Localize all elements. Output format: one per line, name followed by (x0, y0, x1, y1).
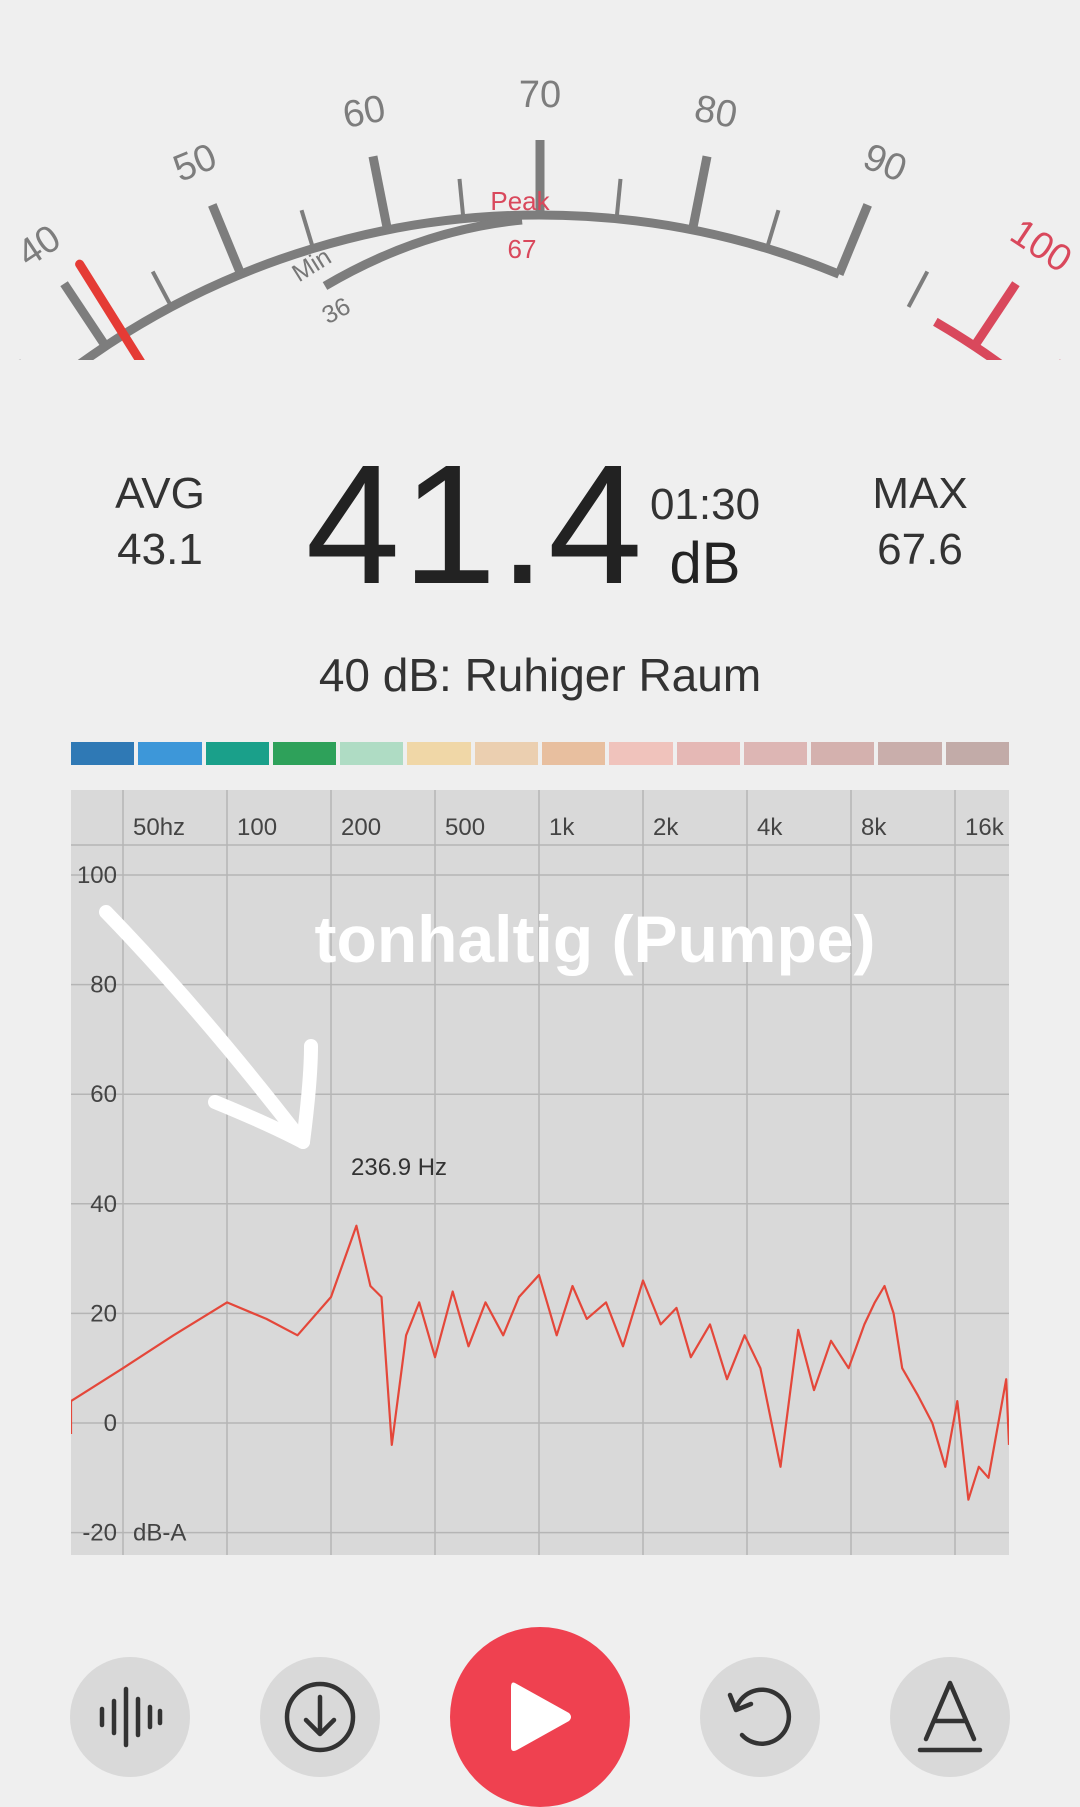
level-color-segment (474, 742, 538, 765)
max-value: 67.6 (877, 525, 963, 574)
level-color-segment (340, 742, 404, 765)
gauge-major-tick (970, 281, 1020, 349)
play-icon (511, 1682, 571, 1751)
frequency-tick-label: 50hz (133, 814, 185, 841)
gauge-scale-label: 40 (10, 217, 68, 275)
weighting-a-icon (917, 1680, 983, 1753)
frequency-tick-label: 8k (861, 814, 887, 841)
level-color-segment (407, 742, 471, 765)
gauge-peak-label: Peak (490, 186, 550, 216)
gauge-major-tick (688, 155, 712, 231)
level-color-segment (71, 742, 135, 765)
level-color-segment (609, 742, 673, 765)
frequency-tick-label: 4k (757, 814, 783, 841)
db-tick-label: 40 (90, 1191, 117, 1218)
peak-frequency-label: 236.9 Hz (351, 1154, 447, 1181)
gauge-scale-label: 50 (168, 136, 223, 191)
db-tick-label: 100 (77, 862, 117, 889)
weighting-button[interactable] (890, 1657, 1010, 1777)
frequency-tick-label: 1k (549, 814, 575, 841)
max-stat: MAX 67.6 (860, 468, 980, 580)
annotation-text: tonhaltig (Pumpe) (315, 902, 876, 976)
save-button[interactable] (260, 1657, 380, 1777)
gauge-minor-tick (150, 270, 174, 308)
frequency-tick-label: 2k (653, 814, 679, 841)
gauge-min-value: 36 (317, 292, 355, 330)
level-color-bar (71, 742, 1009, 765)
gauge-major-tick (368, 155, 392, 231)
gauge-major-tick (60, 281, 110, 349)
level-color-segment (811, 742, 875, 765)
level-color-segment (205, 742, 269, 765)
gauge-scale-label: 90 (857, 136, 912, 191)
gauge-inner-arc (322, 215, 523, 290)
reset-button[interactable] (700, 1657, 820, 1777)
frequency-tick-label: 16k (965, 814, 1005, 841)
level-color-segment (743, 742, 808, 765)
level-color-segment (878, 742, 942, 765)
waveform-button[interactable] (70, 1657, 190, 1777)
gauge-minor-tick (764, 209, 781, 250)
max-label: MAX (872, 469, 968, 518)
gauge-scale-label: 70 (519, 74, 561, 116)
db-tick-label: 80 (90, 972, 117, 999)
db-tick-label: -20 (82, 1520, 117, 1547)
gauge-needle (75, 259, 145, 360)
gauge-minor-tick (614, 178, 623, 219)
gauge-scale-label: 80 (691, 88, 741, 137)
average-label: AVG (115, 469, 205, 518)
gauge-scale-label: 100 (1003, 211, 1079, 281)
db-unit-label: dB-A (133, 1520, 186, 1547)
gauge-peak-value: 67 (508, 234, 537, 264)
gauge-major-tick (208, 203, 246, 276)
level-color-segment (676, 742, 740, 765)
level-color-segment (541, 742, 606, 765)
average-value: 43.1 (117, 525, 203, 574)
waveform-icon (99, 1686, 163, 1748)
elapsed-time: 01:30 (649, 480, 761, 529)
db-tick-label: 60 (90, 1081, 117, 1108)
db-unit: dB (669, 531, 741, 596)
annotation-arrow (99, 905, 318, 1149)
play-button[interactable] (450, 1627, 630, 1807)
gauge-major-tick (834, 203, 872, 276)
gauge-scale: 2030405060708090100110120 (10, 74, 1079, 360)
reset-icon (727, 1687, 792, 1746)
gauge-scale-label: 60 (339, 88, 389, 137)
frequency-tick-label: 100 (237, 814, 277, 841)
current-db-value: 41.4 (305, 430, 645, 620)
spectrum-line (71, 1224, 1009, 1501)
gauge-arc (77, 210, 841, 360)
gauge-minor-tick (299, 209, 316, 250)
average-stat: AVG 43.1 (100, 468, 220, 580)
frequency-tick-label: 200 (341, 814, 381, 841)
level-color-segment (272, 742, 337, 765)
db-tick-label: 20 (90, 1300, 117, 1327)
sound-level-gauge: 2030405060708090100110120 Min 36 Peak 67 (10, 74, 1079, 360)
gauge-minor-tick (457, 178, 466, 219)
level-description: 40 dB: Ruhiger Raum (318, 649, 762, 701)
level-color-segment (945, 742, 1009, 765)
frequency-tick-label: 500 (445, 814, 485, 841)
download-icon (284, 1681, 356, 1753)
gauge-arc (933, 317, 1003, 360)
db-tick-label: 0 (104, 1410, 117, 1437)
gauge-minor-tick (906, 270, 930, 308)
level-color-segment (138, 742, 202, 765)
